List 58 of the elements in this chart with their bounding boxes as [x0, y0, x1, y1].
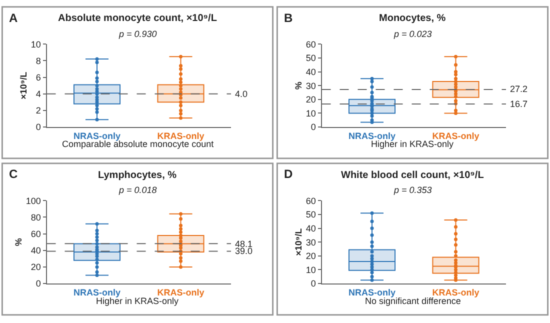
y-tick-label: 10: [306, 108, 316, 118]
chart-subtitle: p = 0.023: [393, 29, 432, 39]
y-tick-label: 50: [306, 53, 316, 64]
y-tick-label: 10: [306, 264, 316, 275]
x-tick-label: KRAS-only: [432, 130, 480, 141]
y-tick-label: 80: [30, 212, 41, 222]
x-tick-label: NRAS-only: [348, 287, 396, 298]
y-tick-label: 8: [36, 56, 41, 66]
y-tick-label: 10: [30, 39, 41, 50]
y-tick-label: 6: [36, 72, 41, 82]
ref-line-label: 4.0: [235, 89, 248, 99]
y-tick-label: 0: [310, 122, 316, 132]
chart-subtitle: p = 0.018: [118, 185, 157, 195]
y-tick-label: 20: [30, 262, 41, 272]
x-tick-label: NRAS-only: [348, 130, 396, 141]
y-tick-label: 60: [306, 39, 316, 50]
y-axis-title: ×10⁹/L: [18, 71, 28, 100]
text: C: [9, 167, 18, 181]
y-tick-label: 100: [26, 196, 41, 206]
x-tick-label: KRAS-only: [157, 130, 204, 141]
text: No significant difference: [365, 296, 461, 306]
text: B: [284, 11, 293, 25]
ref-line-label: 16.7: [510, 99, 528, 109]
chart-title: Absolute monocyte count, ×10⁹/L: [58, 13, 217, 24]
text: Higher in KRAS-only: [371, 139, 454, 149]
chart-subtitle: p = 0.353: [393, 185, 432, 195]
ref-line-label: 27.2: [510, 84, 528, 94]
y-tick-label: 20: [306, 251, 316, 262]
y-tick-label: 60: [30, 228, 41, 239]
y-tick-label: 0: [36, 278, 41, 289]
y-tick-label: 50: [306, 210, 316, 220]
x-tick-label: KRAS-only: [432, 287, 480, 298]
y-axis-title: %: [13, 238, 24, 246]
y-tick-label: 2: [36, 106, 41, 116]
text: A: [9, 11, 18, 25]
y-tick-label: 60: [306, 196, 316, 206]
y-tick-label: 30: [306, 237, 316, 248]
y-tick-label: 40: [30, 246, 41, 256]
ref-line-label: 48.1: [235, 239, 253, 249]
y-tick-label: 30: [306, 80, 316, 91]
ref-line-label: 39.0: [235, 246, 253, 256]
x-tick-label: KRAS-only: [157, 287, 204, 298]
y-axis-title: ×10⁹/L: [293, 228, 304, 256]
chart-title: Lymphocytes, %: [98, 170, 177, 181]
x-tick-label: NRAS-only: [74, 130, 120, 141]
chart-title: Monocytes, %: [379, 13, 446, 24]
y-tick-label: 0: [36, 122, 41, 132]
y-tick-label: 4: [36, 89, 41, 100]
y-tick-label: 40: [306, 223, 316, 234]
chart-subtitle: p = 0.930: [118, 29, 157, 39]
y-tick-label: 0: [310, 278, 316, 289]
y-tick-label: 40: [306, 66, 316, 77]
text: D: [284, 167, 293, 181]
y-tick-label: 20: [306, 94, 316, 105]
y-axis-title: %: [293, 82, 304, 90]
chart-title: White blood cell count, ×10⁹/L: [341, 170, 484, 181]
text: Higher in KRAS-only: [96, 296, 180, 306]
x-tick-label: NRAS-only: [74, 287, 120, 298]
